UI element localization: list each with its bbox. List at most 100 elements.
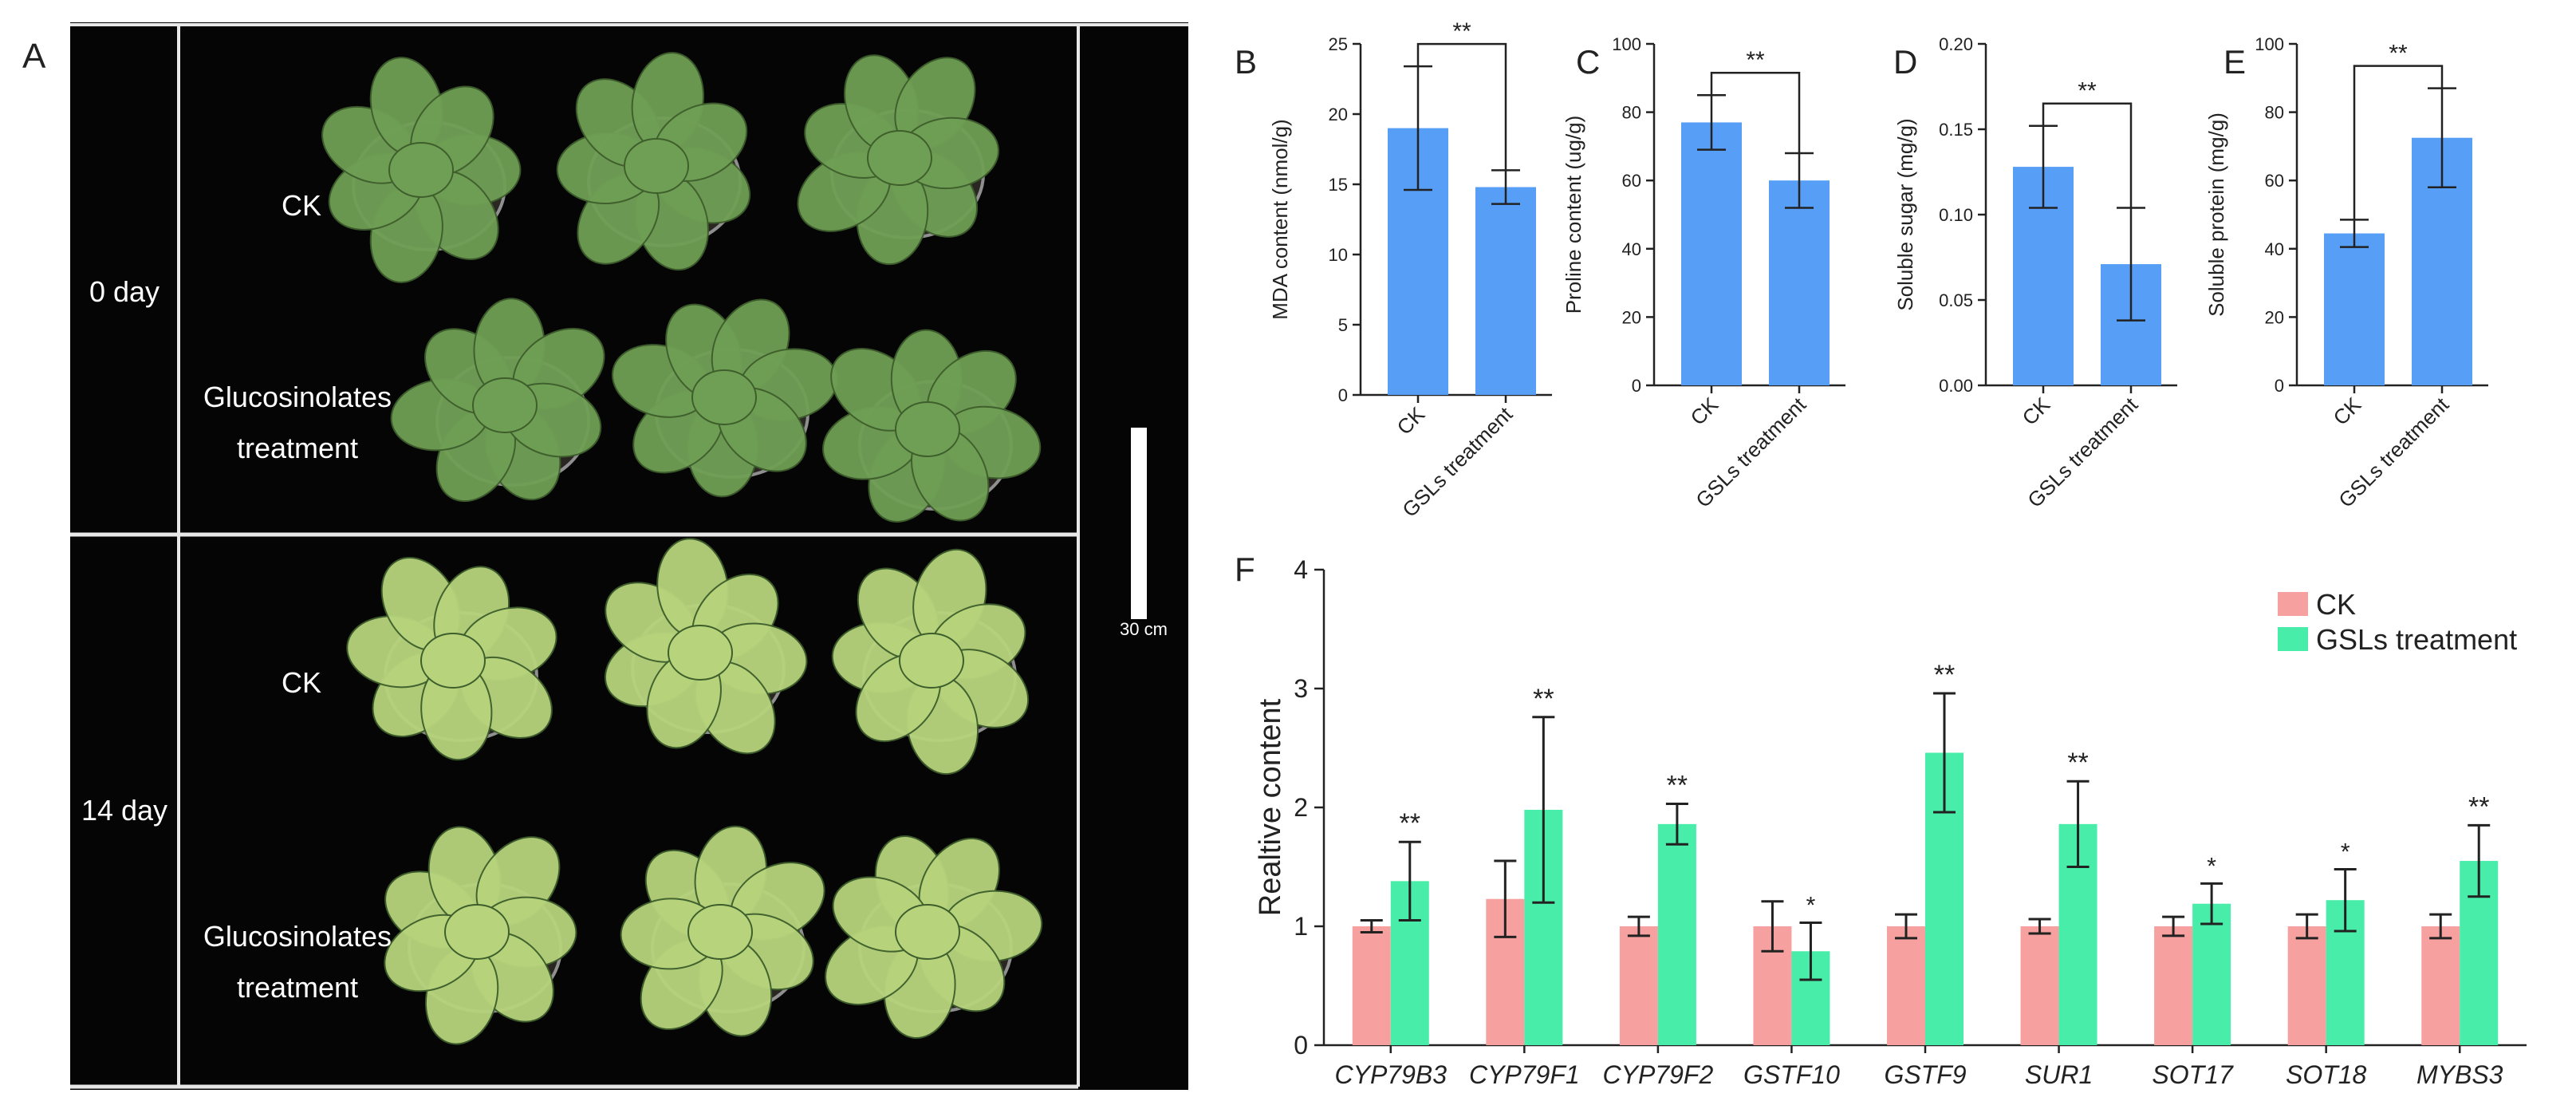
chart-panel-d: D 0.00 0.05 0.10 0.15 0.20 Soluble sugar (mg/g… xyxy=(1893,34,2177,512)
bar-gsls-sot18 xyxy=(2326,900,2365,1045)
panel-letter-d: D xyxy=(1893,43,1917,81)
x-tick-label: CYP79F2 xyxy=(1603,1060,1714,1089)
bar-ck-cyp79f1 xyxy=(1486,898,1525,1045)
leaf-center xyxy=(472,377,538,433)
leaf-center xyxy=(388,142,454,198)
bar-ck-gstf9 xyxy=(1887,926,1925,1045)
y-tick-label: 60 xyxy=(1622,171,1641,191)
bar-gsls-sur1 xyxy=(2058,823,2097,1045)
significance-label: ** xyxy=(2389,41,2408,67)
plant-9 xyxy=(831,548,1030,776)
bar-ck-sur1 xyxy=(2020,926,2059,1045)
legend-label: CK xyxy=(2316,588,2356,621)
x-tick-label: CK xyxy=(2328,393,2365,430)
y-axis-label: MDA content (nmol/g) xyxy=(1268,119,1292,319)
significance-label: ** xyxy=(2078,78,2097,105)
significance-bracket xyxy=(2353,65,2444,220)
leaf-center xyxy=(624,138,689,194)
plant-2 xyxy=(556,52,751,271)
y-axis-label: Soluble protein (mg/g) xyxy=(2204,112,2228,317)
bar-ck xyxy=(2324,233,2385,385)
plant-10 xyxy=(384,826,577,1045)
bar-ck-sot17 xyxy=(2154,926,2193,1045)
bar-ck-sot18 xyxy=(2287,926,2326,1045)
y-tick-label: 0 xyxy=(1338,385,1348,405)
plant-4 xyxy=(390,298,605,503)
y-axis-label: Realtive content xyxy=(1254,698,1287,916)
x-tick-label: MYBS3 xyxy=(2416,1060,2503,1089)
plant-photo xyxy=(70,23,1188,1089)
chart-panel-c: C 0 20 40 60 80 100 Proline content (ug/g) CKGSL… xyxy=(1562,34,1845,512)
y-tick-label: 0.00 xyxy=(1939,376,1973,396)
y-tick-label: 0.05 xyxy=(1939,290,1973,310)
bar-ck-gstf10 xyxy=(1753,926,1792,1045)
scale-bar-label: 30 cm xyxy=(1120,619,1168,639)
bar-gsls-cyp79b3 xyxy=(1390,881,1429,1045)
panel-letter-b: B xyxy=(1235,43,1257,81)
plant-3 xyxy=(797,54,999,266)
y-tick-label: 0 xyxy=(2275,376,2284,396)
x-tick-label: CYP79F1 xyxy=(1469,1060,1580,1089)
panel-letter-e: E xyxy=(2223,43,2246,81)
bar-gsls-cyp79f2 xyxy=(1657,823,1696,1045)
x-tick-label: GSTF9 xyxy=(1884,1060,1966,1089)
significance-label: ** xyxy=(1746,47,1765,73)
plant-11 xyxy=(620,825,825,1037)
panel-letter-a: A xyxy=(22,37,46,76)
leaf-center xyxy=(687,904,753,960)
x-tick-label: GSTF10 xyxy=(1743,1060,1840,1089)
x-tick-label: SOT17 xyxy=(2152,1060,2234,1089)
y-tick-label: 0.10 xyxy=(1939,205,1973,225)
x-tick-label: GSLs treatment xyxy=(2023,392,2143,512)
plant-12 xyxy=(825,835,1043,1040)
significance-label: ** xyxy=(1934,660,1955,690)
y-tick-label: 0 xyxy=(1632,376,1641,396)
group-label-gsl-0day: Glucosinolates treatment xyxy=(203,381,392,464)
y-tick-label: 40 xyxy=(2265,239,2284,259)
group-label-gsl-14day: Glucosinolates treatment xyxy=(203,920,392,1004)
y-tick-label: 0.15 xyxy=(1939,120,1973,140)
y-tick-label: 0.20 xyxy=(1939,34,1973,54)
y-tick-label: 2 xyxy=(1294,793,1308,822)
significance-label: * xyxy=(2207,853,2216,879)
y-tick-label: 20 xyxy=(2265,307,2284,327)
y-tick-label: 1 xyxy=(1294,912,1308,941)
x-tick-label: CK xyxy=(2017,393,2054,430)
significance-label: * xyxy=(1806,893,1816,919)
bar-ck xyxy=(1681,122,1742,385)
chart-panel-e: E 0 20 40 60 80 100 Soluble protein (mg/g) CKGSL… xyxy=(2204,34,2488,512)
bar-gsls-treatment xyxy=(2412,137,2472,385)
leaf-center xyxy=(420,633,486,689)
leaf-center xyxy=(691,369,757,425)
panel-letter-c: C xyxy=(1576,43,1600,81)
x-tick-label: GSLs treatment xyxy=(1691,392,1811,512)
significance-label: ** xyxy=(1667,771,1688,801)
bar-ck xyxy=(2013,167,2074,385)
plant-photo-panel: 0 day 14 day CK Glucosinolates treatment… xyxy=(70,22,1188,1090)
bar-ck-mybs3 xyxy=(2421,926,2460,1045)
bar-gsls-gstf9 xyxy=(1925,752,1964,1045)
row-label-14-day: 14 day xyxy=(81,794,168,827)
significance-label: ** xyxy=(2067,748,2088,778)
leaf-center xyxy=(895,401,960,457)
bar-gsls-treatment xyxy=(1475,187,1536,395)
plant-8 xyxy=(604,538,808,755)
plant-7 xyxy=(346,556,557,761)
legend-swatch xyxy=(2278,592,2308,616)
bar-gsls-sot17 xyxy=(2192,903,2231,1045)
plant-6 xyxy=(822,329,1042,523)
y-tick-label: 60 xyxy=(2265,171,2284,191)
y-tick-label: 20 xyxy=(1622,307,1641,327)
group-label-ck-14day: CK xyxy=(281,666,321,699)
y-tick-label: 40 xyxy=(1622,239,1641,259)
bar-gsls-treatment xyxy=(1769,180,1830,385)
plant-1 xyxy=(321,57,522,283)
leaf-center xyxy=(444,904,510,960)
y-tick-label: 10 xyxy=(1329,245,1348,265)
significance-label: ** xyxy=(1400,808,1420,839)
y-tick-label: 15 xyxy=(1329,175,1348,195)
group-label-ck-0day: CK xyxy=(281,189,321,222)
y-tick-label: 3 xyxy=(1294,674,1308,703)
